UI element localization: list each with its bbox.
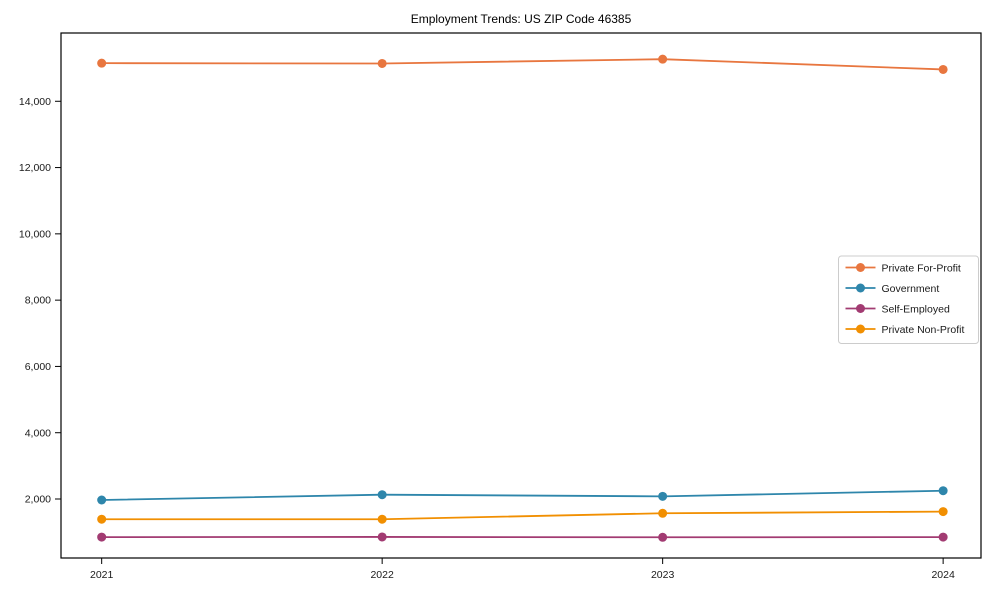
y-tick-label: 6,000: [25, 361, 51, 373]
series-line-private-for-profit: [101, 58, 944, 71]
data-point-private-non-profit: [658, 508, 668, 518]
data-point-private-non-profit: [377, 514, 387, 524]
legend-marker-dot: [856, 324, 865, 334]
data-point-private-for-profit: [377, 58, 387, 68]
data-point-self-employed: [658, 532, 668, 542]
data-point-government: [377, 490, 387, 500]
legend-label: Private For-Profit: [882, 262, 961, 274]
data-point-private-non-profit: [938, 507, 948, 517]
data-point-government: [97, 495, 107, 505]
data-point-government: [938, 486, 948, 496]
x-tick-label: 2024: [931, 569, 955, 581]
x-tick-label: 2023: [651, 569, 675, 581]
legend-box: [838, 255, 979, 344]
data-point-private-for-profit: [938, 64, 948, 74]
y-tick-label: 14,000: [19, 96, 51, 108]
series-line-private-non-profit: [101, 510, 944, 521]
legend-label: Self-Employed: [882, 303, 950, 315]
data-point-self-employed: [97, 532, 107, 542]
y-tick-label: 4,000: [25, 427, 51, 439]
data-point-government: [658, 491, 668, 501]
x-tick-label: 2022: [370, 569, 394, 581]
chart-title: Employment Trends: US ZIP Code 46385: [410, 12, 632, 26]
y-tick-label: 8,000: [25, 295, 51, 307]
y-tick-label: 12,000: [19, 162, 51, 174]
plot-border: [60, 32, 982, 559]
legend-marker-dot: [856, 263, 865, 272]
y-tick-label: 2,000: [25, 494, 51, 506]
data-point-self-employed: [377, 532, 387, 542]
legend-label: Government: [882, 283, 940, 295]
legend-label: Private Non-Profit: [882, 324, 965, 336]
data-point-private-non-profit: [97, 514, 107, 524]
legend-marker-dot: [856, 304, 865, 313]
y-tick-label: 10,000: [19, 228, 51, 240]
data-point-self-employed: [938, 532, 948, 542]
legend-marker-dot: [856, 283, 865, 293]
series-line-government: [101, 489, 944, 501]
data-point-private-for-profit: [97, 58, 107, 68]
x-tick-label: 2021: [90, 569, 114, 581]
data-point-private-for-profit: [658, 54, 668, 64]
